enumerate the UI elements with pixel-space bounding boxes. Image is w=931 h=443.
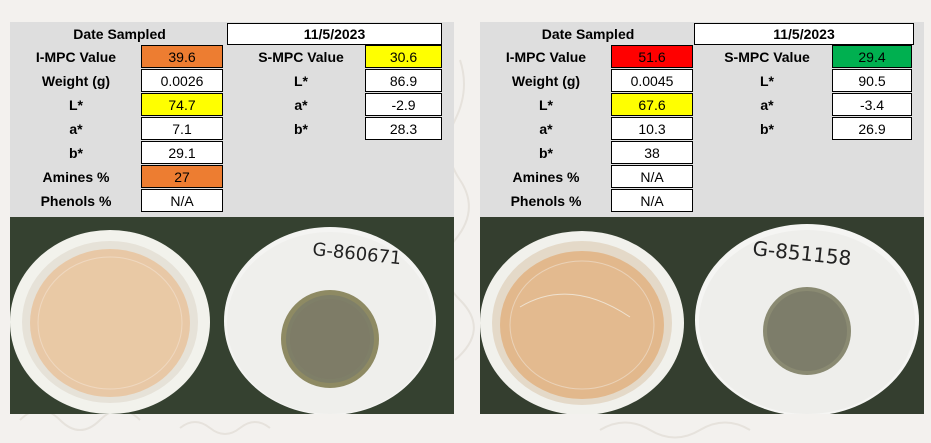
a-value: 7.1 <box>141 117 223 140</box>
b-value: 38 <box>611 141 693 164</box>
sample-card-left: Date Sampled 11/5/2023 I-MPC Value 39.6 … <box>10 22 454 414</box>
i-mpc-value: 39.6 <box>141 45 223 68</box>
a-label: a* <box>69 120 83 137</box>
phenols-value: N/A <box>141 189 223 212</box>
sample-photo-right: G-851158 <box>480 217 924 414</box>
s-l-value: 90.5 <box>832 69 912 92</box>
sample-photo-left: G-860671 <box>10 217 454 414</box>
date-sampled-value: 11/5/2023 <box>694 23 914 45</box>
s-mpc-value: 30.6 <box>365 45 442 68</box>
s-b-label: b* <box>760 120 774 137</box>
sample-card-right: Date Sampled 11/5/2023 I-MPC Value 51.6 … <box>480 22 924 414</box>
phenols-value: N/A <box>611 189 693 212</box>
weight-label: Weight (g) <box>41 72 111 89</box>
amines-label: Amines % <box>512 168 580 185</box>
s-a-value: -2.9 <box>365 93 442 116</box>
l-value: 74.7 <box>141 93 223 116</box>
b-label: b* <box>69 144 83 161</box>
s-l-label: L* <box>760 72 774 89</box>
b-label: b* <box>539 144 553 161</box>
s-b-value: 26.9 <box>832 117 912 140</box>
s-a-label: a* <box>294 96 308 113</box>
i-mpc-value: 51.6 <box>611 45 693 68</box>
a-value: 10.3 <box>611 117 693 140</box>
amines-label: Amines % <box>42 168 110 185</box>
weight-value: 0.0045 <box>611 69 693 92</box>
s-mpc-label: S-MPC Value <box>258 49 344 65</box>
date-sampled-label: Date Sampled <box>73 25 166 42</box>
i-mpc-label: I-MPC Value <box>505 49 587 65</box>
s-l-label: L* <box>294 72 308 89</box>
s-mpc-value: 29.4 <box>832 45 912 68</box>
s-a-value: -3.4 <box>832 93 912 116</box>
s-b-label: b* <box>294 120 308 137</box>
a-label: a* <box>539 120 553 137</box>
date-sampled-value: 11/5/2023 <box>227 23 442 45</box>
phenols-label: Phenols % <box>510 192 582 209</box>
weight-label: Weight (g) <box>511 72 581 89</box>
l-value: 67.6 <box>611 93 693 116</box>
weight-value: 0.0026 <box>141 69 223 92</box>
s-a-label: a* <box>760 96 774 113</box>
s-l-value: 86.9 <box>365 69 442 92</box>
i-mpc-label: I-MPC Value <box>35 49 117 65</box>
l-label: L* <box>539 96 553 113</box>
date-sampled-label: Date Sampled <box>541 25 635 42</box>
amines-value: 27 <box>141 165 223 188</box>
amines-value: N/A <box>611 165 693 188</box>
s-mpc-label: S-MPC Value <box>724 49 810 65</box>
phenols-label: Phenols % <box>40 192 112 209</box>
l-label: L* <box>69 96 83 113</box>
b-value: 29.1 <box>141 141 223 164</box>
s-b-value: 28.3 <box>365 117 442 140</box>
